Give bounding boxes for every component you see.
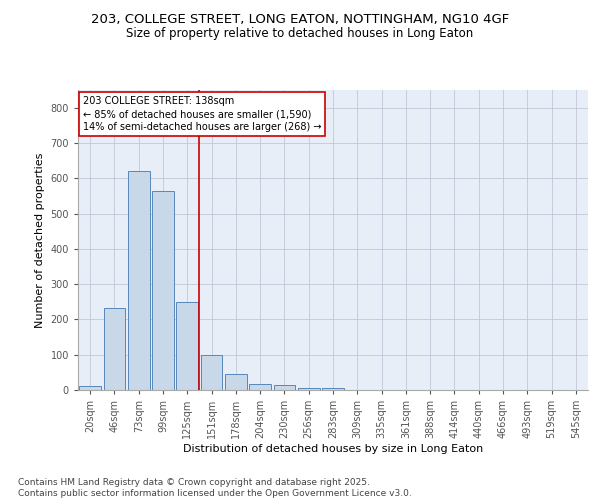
Text: 203 COLLEGE STREET: 138sqm
← 85% of detached houses are smaller (1,590)
14% of s: 203 COLLEGE STREET: 138sqm ← 85% of deta… xyxy=(83,96,322,132)
Bar xyxy=(322,388,344,390)
Bar xyxy=(104,308,125,390)
Bar xyxy=(200,356,223,390)
Bar xyxy=(152,190,174,390)
Y-axis label: Number of detached properties: Number of detached properties xyxy=(35,152,45,328)
Text: Contains HM Land Registry data © Crown copyright and database right 2025.
Contai: Contains HM Land Registry data © Crown c… xyxy=(18,478,412,498)
Bar xyxy=(128,171,149,390)
Bar xyxy=(225,374,247,390)
X-axis label: Distribution of detached houses by size in Long Eaton: Distribution of detached houses by size … xyxy=(183,444,483,454)
Bar xyxy=(249,384,271,390)
Bar xyxy=(274,384,295,390)
Bar xyxy=(298,388,320,390)
Text: Size of property relative to detached houses in Long Eaton: Size of property relative to detached ho… xyxy=(127,28,473,40)
Bar xyxy=(79,386,101,390)
Bar xyxy=(176,302,198,390)
Text: 203, COLLEGE STREET, LONG EATON, NOTTINGHAM, NG10 4GF: 203, COLLEGE STREET, LONG EATON, NOTTING… xyxy=(91,12,509,26)
